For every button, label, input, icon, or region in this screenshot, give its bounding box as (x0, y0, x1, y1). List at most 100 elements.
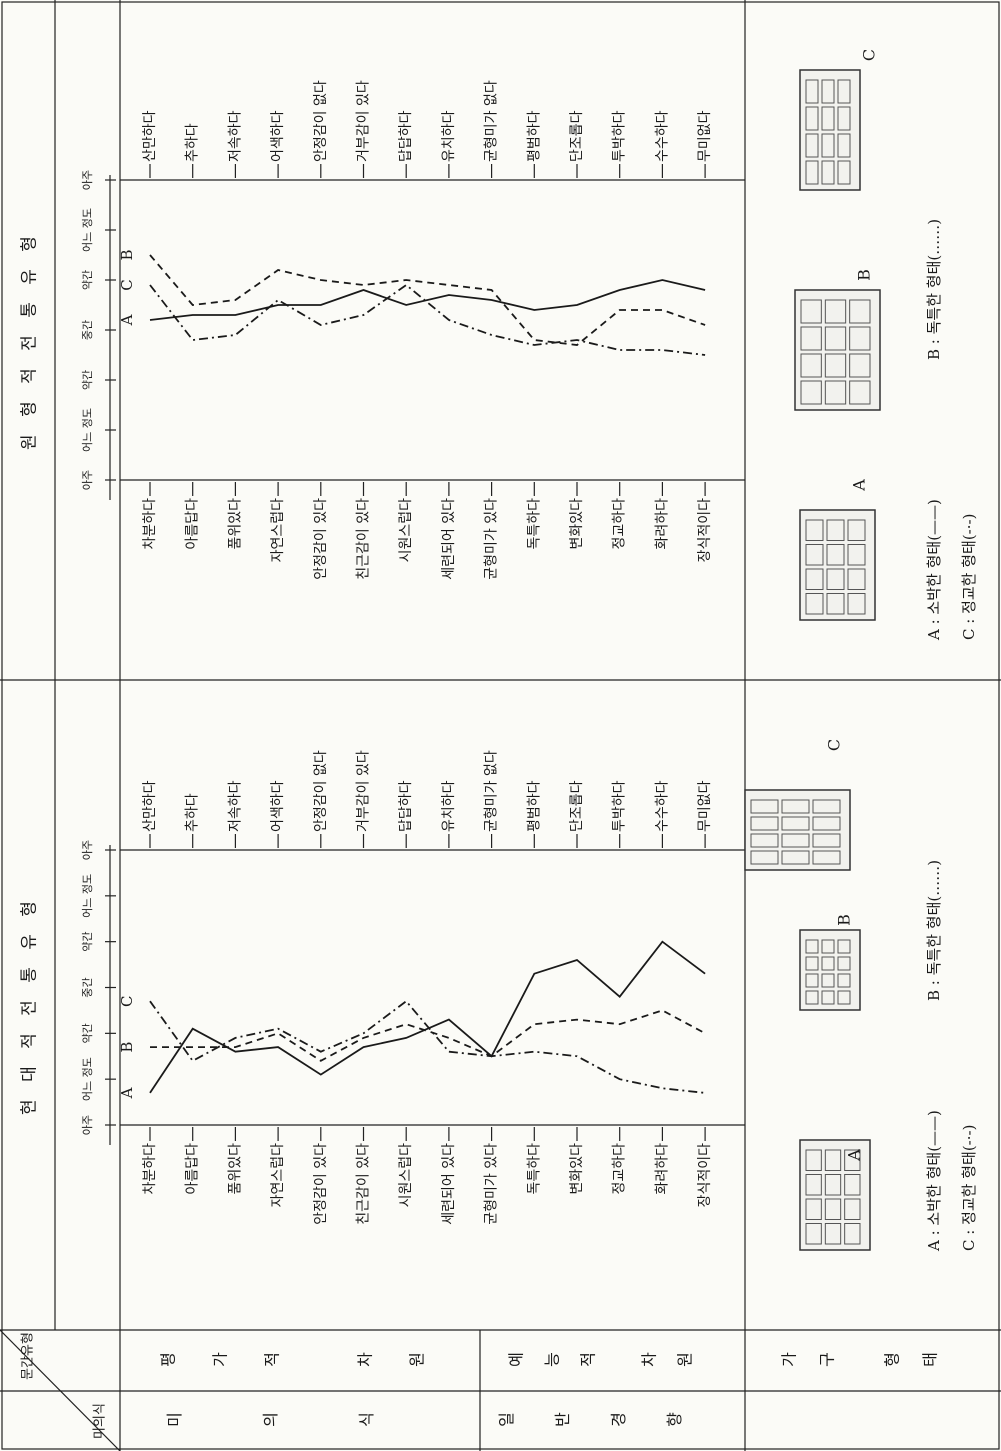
furniture-letter: A (845, 1149, 864, 1162)
furniture-letter: C (825, 739, 844, 751)
left-adjective: 세련되어 있다 (441, 1143, 457, 1225)
corner-top: 문간유형 (21, 1332, 36, 1380)
profile-line (150, 942, 705, 1093)
left-adjective: 균형미가 있다 (484, 1143, 500, 1225)
chart-title: 원 형 적 전 통 유 형 (20, 230, 40, 450)
row-group-label: 예능적 차원 (507, 1352, 712, 1371)
left-adjective: 세련되어 있다 (441, 498, 457, 580)
series-name: C (118, 279, 136, 290)
left-adjective: 자연스럽다 (270, 498, 286, 563)
legend-entry: B : 독특한 형태(……) (925, 219, 943, 360)
furniture-letter: B (855, 269, 874, 281)
left-adjective: 장식적이다 (697, 498, 713, 563)
left-adjective: 균형미가 있다 (484, 498, 500, 580)
profile-line (150, 1010, 705, 1060)
right-adjective: 균형미가 없다 (484, 750, 500, 832)
left-adjective: 독특하다 (526, 498, 542, 550)
series-name: A (118, 314, 136, 326)
left-adjective: 안정감이 있다 (313, 1143, 329, 1225)
furniture-letter: A (850, 479, 869, 492)
left-adjective: 화려하다 (654, 1143, 670, 1195)
right-adjective: 수수하다 (654, 780, 670, 832)
left-adjective: 장식적이다 (697, 1143, 713, 1208)
right-adjective: 무미없다 (697, 780, 713, 832)
row-group-label: 일반경향 (498, 1412, 722, 1431)
scale-label: 약간 (80, 370, 94, 390)
left-adjective: 변화있다 (569, 498, 585, 550)
right-adjective: 어색하다 (270, 780, 286, 832)
scale-label: 아주 (81, 1115, 94, 1135)
left-adjective: 화려하다 (654, 498, 670, 550)
right-adjective: 답답하다 (398, 110, 414, 162)
row-group-label: 가구 형태 (780, 1352, 959, 1371)
right-adjective: 수수하다 (654, 110, 670, 162)
left-adjective: 차분하다 (142, 1143, 158, 1195)
scale-label: 약간 (80, 932, 94, 952)
rotated-table: 문간유형 미의식 미의식 일반경향 평가적 차원 예능적 차원 가구 형태 현 대 적 전… (0, 0, 1001, 1451)
right-adjective: 유치하다 (441, 110, 457, 162)
scale-label: 어느 정도 (81, 408, 94, 452)
legend-entry: B : 독특한 형태(……) (925, 860, 943, 1001)
chart-title: 현 대 적 전 통 유 형 (20, 895, 40, 1115)
left-adjective: 정교하다 (612, 498, 628, 550)
corner-bottom: 미의식 (93, 1403, 108, 1439)
scale-label: 어느 정도 (81, 1057, 94, 1101)
left-adjective: 독특하다 (526, 1143, 542, 1195)
legend-entry: A : 소박한 형태(——) (925, 1110, 943, 1252)
right-adjective: 거부감이 있다 (356, 80, 372, 162)
furniture-letter: B (835, 914, 854, 926)
right-adjective: 추하다 (185, 793, 201, 832)
right-adjective: 평범하다 (526, 780, 542, 832)
left-adjective: 차분하다 (142, 498, 158, 550)
furniture-letter: C (860, 49, 879, 61)
row-group-label: 평가적 차원 (159, 1352, 460, 1371)
scale-label: 아주 (81, 170, 94, 190)
left-adjective: 안정감이 있다 (313, 498, 329, 580)
right-adjective: 산만하다 (142, 780, 158, 832)
profile-line (150, 1001, 705, 1093)
right-adjective: 평범하다 (526, 110, 542, 162)
scale-label: 중간 (81, 977, 94, 997)
right-adjective: 투박하다 (612, 110, 628, 162)
scale-label: 중간 (81, 320, 94, 340)
series-name: C (118, 996, 136, 1007)
left-adjective: 품위있다 (227, 1143, 243, 1195)
scale-label: 어느 정도 (81, 874, 94, 918)
profile-line (150, 285, 705, 355)
left-adjective: 시원스럽다 (398, 1143, 414, 1208)
right-adjective: 단조롭다 (569, 780, 585, 832)
series-name: B (118, 249, 136, 260)
legend-entry: C : 정교한 형태(-·-) (960, 514, 978, 640)
right-adjective: 거부감이 있다 (356, 750, 372, 832)
left-adjective: 아름답다 (185, 1143, 201, 1195)
scale-label: 약간 (80, 1023, 94, 1043)
right-adjective: 균형미가 없다 (484, 80, 500, 162)
series-name: A (118, 1087, 136, 1099)
left-adjective: 자연스럽다 (270, 1143, 286, 1208)
left-adjective: 정교하다 (612, 1143, 628, 1195)
scale-label: 아주 (81, 470, 94, 490)
right-adjective: 안정감이 없다 (313, 750, 329, 832)
right-adjective: 저속하다 (227, 110, 243, 162)
right-adjective: 답답하다 (398, 780, 414, 832)
legend-entry: A : 소박한 형태(——) (925, 499, 943, 641)
scanned-page: 문간유형 미의식 미의식 일반경향 평가적 차원 예능적 차원 가구 형태 현 대 적 전… (0, 0, 1001, 1451)
right-adjective: 어색하다 (270, 110, 286, 162)
right-adjective: 안정감이 없다 (313, 80, 329, 162)
right-adjective: 저속하다 (227, 780, 243, 832)
row-group-label: 미의식 (166, 1412, 454, 1431)
series-name: B (118, 1042, 136, 1053)
legend-entry: C : 정교한 형태(-·-) (960, 1125, 978, 1251)
scale-label: 약간 (80, 270, 94, 290)
right-adjective: 단조롭다 (569, 110, 585, 162)
scale-label: 어느 정도 (81, 208, 94, 252)
right-adjective: 투박하다 (612, 780, 628, 832)
left-adjective: 변화있다 (569, 1143, 585, 1195)
profile-line (150, 280, 705, 320)
right-adjective: 산만하다 (142, 110, 158, 162)
scale-label: 아주 (81, 840, 94, 860)
left-adjective: 친근감이 있다 (356, 498, 372, 580)
left-adjective: 품위있다 (227, 498, 243, 550)
left-adjective: 아름답다 (185, 498, 201, 550)
left-adjective: 친근감이 있다 (356, 1143, 372, 1225)
